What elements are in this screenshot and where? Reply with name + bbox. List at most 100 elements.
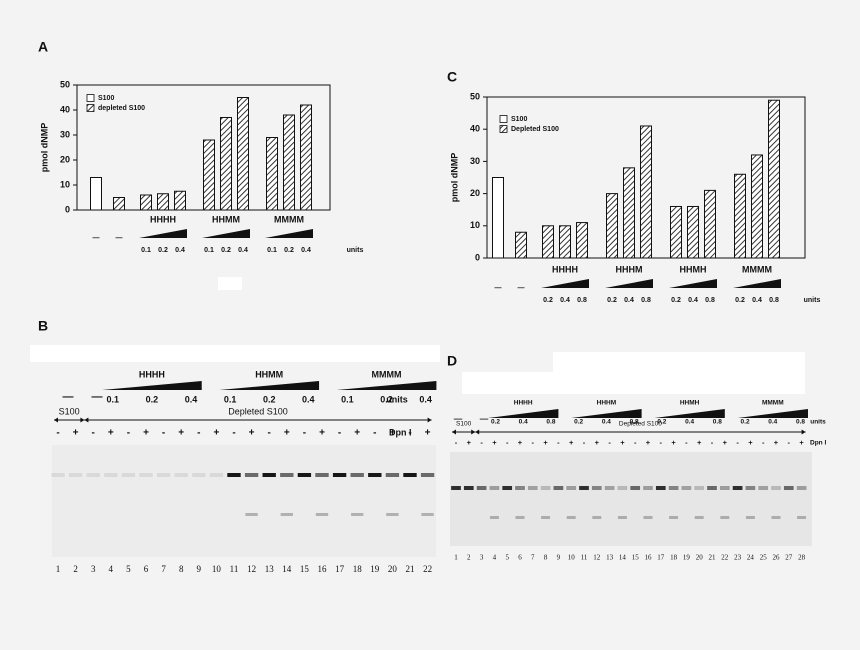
band (315, 513, 329, 516)
bar (140, 194, 152, 211)
band (156, 473, 171, 477)
units-value: 0.2 (146, 394, 159, 404)
lane-number: 19 (370, 564, 380, 574)
bar (515, 231, 527, 259)
lane-number: 24 (747, 554, 755, 562)
enzyme-sign: + (518, 438, 523, 447)
enzyme-sign: + (249, 428, 255, 439)
lane-number: 4 (109, 564, 114, 574)
arrow-head (80, 417, 85, 423)
wedge (102, 381, 202, 390)
lane-number: 11 (581, 554, 588, 562)
band (694, 516, 704, 519)
lane-number: 1 (56, 564, 61, 574)
units-value: 0.1 (341, 394, 354, 404)
bar (492, 177, 504, 259)
wedge (139, 229, 187, 238)
bar (300, 104, 312, 211)
band (604, 486, 615, 490)
lane-number: 25 (760, 554, 768, 562)
x-tick-label: 0.1 (204, 247, 214, 254)
group-label: HHMM (212, 214, 240, 224)
band (280, 513, 293, 516)
enzyme-sign: + (284, 428, 290, 439)
redaction (218, 277, 242, 290)
x-tick-label: 0.2 (671, 297, 681, 304)
lane-number: 6 (144, 564, 149, 574)
x-tick-label: 0.2 (543, 297, 553, 304)
bar (174, 190, 186, 211)
enzyme-sign: - (608, 438, 611, 447)
enzyme-sign: + (73, 428, 79, 439)
x-tick-label: 0.1 (141, 247, 151, 254)
band (630, 486, 641, 490)
band (617, 486, 628, 490)
enzyme-sign: - (455, 438, 458, 447)
units-value: 0.8 (796, 419, 805, 426)
bar (157, 193, 169, 211)
depleted-label: Depleted S100 (619, 421, 662, 428)
s100-label: S100 (456, 421, 472, 428)
band (566, 486, 577, 490)
units-value: 0.2 (741, 419, 750, 426)
enzyme-sign: - (660, 438, 663, 447)
band (720, 516, 730, 519)
units-value: 0.4 (419, 394, 432, 404)
enzyme-sign: + (748, 438, 753, 447)
lane-number: 10 (568, 554, 576, 562)
lane-number: 21 (406, 564, 415, 574)
band (540, 486, 551, 490)
group-label: HHHM (616, 264, 643, 274)
units-value: 0.4 (768, 419, 777, 426)
y-tick-label: 0 (65, 204, 70, 214)
units-value: 0.1 (106, 394, 119, 404)
band (280, 473, 294, 477)
enzyme-label: Dpn I (389, 427, 412, 437)
x-tick-label: — (116, 235, 123, 242)
lane-number: 5 (126, 564, 131, 574)
units-value: 0.8 (630, 419, 639, 426)
band (502, 486, 513, 490)
x-tick-label: 0.2 (158, 247, 168, 254)
x-tick-label: 0.8 (705, 297, 715, 304)
x-tick-label: — (93, 235, 100, 242)
y-tick-label: 0 (475, 252, 480, 262)
band (553, 486, 564, 490)
legend-swatch (86, 104, 95, 112)
x-tick-label: 0.2 (284, 247, 294, 254)
lane-number: 21 (709, 554, 717, 562)
lane-number: 15 (632, 554, 640, 562)
x-tick-label: — (518, 285, 525, 292)
arrow-head (475, 429, 480, 435)
band (227, 473, 241, 477)
group-label: HHHH (514, 400, 533, 407)
group-label: HHHM (597, 400, 617, 407)
lane-number: 18 (353, 564, 363, 574)
bar (90, 177, 102, 211)
units-value: 0.8 (713, 419, 722, 426)
band (403, 473, 417, 477)
enzyme-sign: - (127, 428, 130, 439)
band (694, 486, 705, 490)
group-label: HHHH (150, 214, 176, 224)
enzyme-sign: - (338, 428, 341, 439)
x-tick-label: 0.8 (641, 297, 651, 304)
wedge (654, 409, 725, 418)
arrow-head (84, 417, 89, 423)
depleted-label: Depleted S100 (228, 406, 288, 416)
redaction (553, 352, 805, 372)
enzyme-sign: - (762, 438, 765, 447)
x-tick-label: 0.2 (607, 297, 617, 304)
band (86, 473, 100, 477)
bar (559, 225, 571, 259)
arrow-head (471, 429, 476, 435)
band (745, 516, 755, 519)
band (68, 473, 83, 477)
y-tick-label: 40 (470, 124, 480, 134)
enzyme-sign: + (467, 438, 472, 447)
enzyme-sign: - (583, 438, 586, 447)
lane-number: 28 (798, 554, 806, 562)
wedge (336, 381, 437, 390)
enzyme-sign: - (711, 438, 714, 447)
